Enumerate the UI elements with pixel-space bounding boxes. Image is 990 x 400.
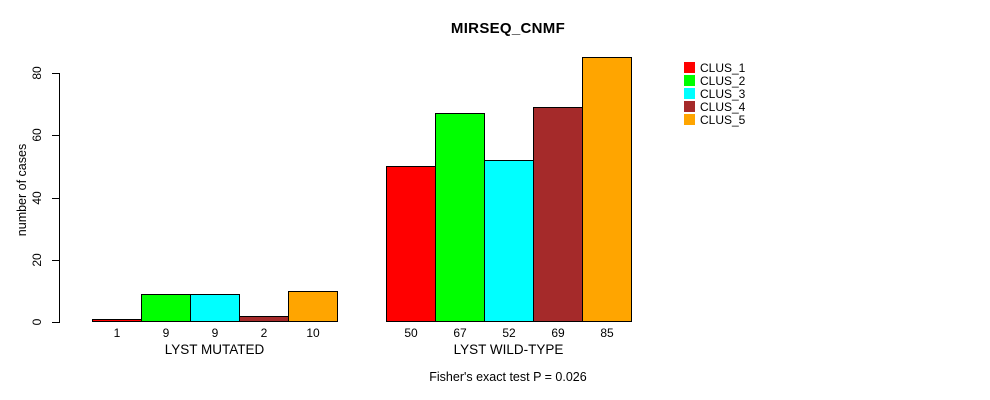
bar-clus_5-2	[582, 57, 632, 322]
legend-swatch-clus_5	[684, 114, 695, 125]
legend-label: CLUS_5	[700, 112, 746, 127]
legend-swatch-clus_2	[684, 75, 695, 86]
chart-title: MIRSEQ_CNMF	[450, 20, 566, 37]
bar-value-label: 1	[113, 326, 121, 340]
group-label: LYST WILD-TYPE	[453, 342, 564, 357]
bar-value-label: 85	[600, 326, 614, 340]
y-axis-tick	[52, 73, 59, 74]
bar-value-label: 67	[453, 326, 467, 340]
y-axis-tick	[52, 197, 59, 199]
bar-clus_3-2	[484, 160, 534, 322]
y-axis-tick	[52, 135, 59, 137]
legend-label: CLUS_1	[700, 60, 746, 75]
y-axis-tick	[52, 259, 59, 261]
bar-clus_3-1	[190, 294, 240, 322]
bar-clus_1-1	[92, 319, 142, 322]
bar-clus_2-2	[435, 113, 485, 322]
bar-value-label: 2	[260, 326, 268, 340]
legend-item-clus_2: CLUS_2	[684, 73, 746, 88]
legend-swatch-clus_1	[684, 62, 695, 73]
legend-label: CLUS_4	[700, 99, 746, 114]
group-label: LYST MUTATED	[164, 342, 265, 357]
y-axis-tick	[52, 322, 59, 323]
bar-value-label: 52	[502, 326, 516, 340]
bar-value-label: 10	[306, 326, 320, 340]
annotation-caption: Fisher's exact test P = 0.026	[429, 370, 587, 384]
bar-clus_1-2	[386, 166, 436, 322]
y-axis-label: number of cases	[15, 143, 29, 237]
legend-swatch-clus_3	[684, 88, 695, 99]
bar-clus_4-1	[239, 316, 289, 322]
bar-value-label: 9	[162, 326, 170, 340]
legend-label: CLUS_2	[700, 73, 746, 88]
legend-item-clus_3: CLUS_3	[684, 86, 746, 101]
y-tick-label: 80	[30, 66, 44, 80]
legend-item-clus_1: CLUS_1	[684, 60, 746, 75]
bar-clus_5-1	[288, 291, 338, 322]
legend-swatch-clus_4	[684, 101, 695, 112]
bar-value-label: 50	[404, 326, 418, 340]
legend-label: CLUS_3	[700, 86, 746, 101]
bar-clus_2-1	[141, 294, 191, 322]
legend-item-clus_5: CLUS_5	[684, 112, 746, 127]
y-tick-label: 0	[30, 318, 44, 326]
bar-value-label: 69	[551, 326, 565, 340]
bar-value-label: 9	[211, 326, 219, 340]
y-tick-label: 60	[30, 128, 44, 142]
legend-item-clus_4: CLUS_4	[684, 99, 746, 114]
bar-clus_4-2	[533, 107, 583, 322]
y-tick-label: 40	[30, 190, 44, 205]
y-axis-line	[59, 73, 60, 323]
y-tick-label: 20	[30, 253, 44, 267]
legend: CLUS_1 CLUS_2 CLUS_3 CLUS_4 CLUS_5	[684, 60, 746, 127]
